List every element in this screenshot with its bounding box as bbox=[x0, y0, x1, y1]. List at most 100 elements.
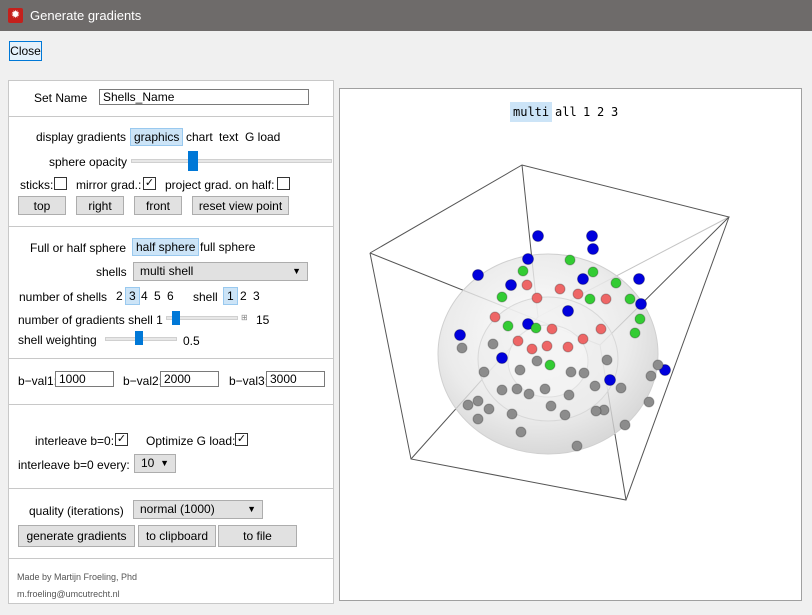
num-gradients-thumb[interactable] bbox=[172, 311, 180, 325]
num-shells-option-4[interactable]: 4 bbox=[141, 289, 148, 303]
sphere-opacity-slider[interactable] bbox=[131, 159, 332, 163]
num-shells-option-2[interactable]: 2 bbox=[116, 289, 123, 303]
to-file-button[interactable]: to file bbox=[218, 525, 297, 547]
sphere-option-half[interactable]: half sphere bbox=[132, 238, 200, 256]
gradient-point bbox=[564, 254, 576, 266]
bval2-input[interactable]: 2000 bbox=[160, 371, 219, 387]
bval1-input[interactable]: 1000 bbox=[55, 371, 114, 387]
divider bbox=[9, 226, 333, 227]
gradient-point bbox=[478, 366, 490, 378]
gradient-point bbox=[531, 355, 543, 367]
display-gradients-label: display gradients bbox=[36, 130, 127, 144]
divider bbox=[9, 558, 333, 559]
number-of-shells-label: number of shells bbox=[19, 290, 108, 304]
shells-label: shells bbox=[96, 265, 127, 279]
interleave-every-label: interleave b=0 every: bbox=[18, 458, 130, 472]
gradient-point bbox=[577, 333, 589, 345]
gradient-point bbox=[600, 293, 612, 305]
gradient-point bbox=[517, 265, 529, 277]
view-option-1[interactable]: 1 bbox=[583, 105, 591, 119]
display-option-chart[interactable]: chart bbox=[186, 130, 213, 144]
gradient-point bbox=[652, 359, 664, 371]
set-name-input[interactable]: Shells_Name bbox=[99, 89, 309, 105]
num-shells-option-5[interactable]: 5 bbox=[154, 289, 161, 303]
gradient-point bbox=[462, 399, 474, 411]
reset-view-button[interactable]: reset view point bbox=[192, 196, 289, 215]
quality-dropdown[interactable]: normal (1000) ▼ bbox=[133, 500, 263, 519]
view-option-3[interactable]: 3 bbox=[611, 105, 619, 119]
gradient-point bbox=[604, 374, 616, 386]
gradient-point bbox=[586, 230, 598, 242]
gradient-point bbox=[487, 338, 499, 350]
checkmark-icon: ✓ bbox=[116, 433, 127, 445]
display-option-g-load[interactable]: G load bbox=[245, 130, 281, 144]
gradient-viewport[interactable]: multi all 1 2 3 bbox=[339, 88, 802, 601]
num-shells-option-3[interactable]: 3 bbox=[125, 287, 140, 305]
gradient-point bbox=[643, 396, 655, 408]
right-view-button[interactable]: right bbox=[76, 196, 124, 215]
bval3-input[interactable]: 3000 bbox=[266, 371, 325, 387]
sphere-type-label: Full or half sphere bbox=[30, 241, 127, 255]
display-option-graphics[interactable]: graphics bbox=[130, 128, 184, 146]
shell-option-1[interactable]: 1 bbox=[223, 287, 238, 305]
interleave-checkbox[interactable]: ✓ bbox=[115, 433, 128, 446]
gradient-point bbox=[635, 298, 647, 310]
interleave-every-value: 10 bbox=[141, 456, 155, 470]
gradient-point bbox=[514, 364, 526, 376]
shell-option-2[interactable]: 2 bbox=[240, 289, 247, 303]
gradient-point bbox=[512, 335, 524, 347]
gradient-point bbox=[595, 323, 607, 335]
generate-gradients-button[interactable]: generate gradients bbox=[18, 525, 135, 547]
chevron-down-icon: ▼ bbox=[247, 504, 256, 514]
display-option-text[interactable]: text bbox=[219, 130, 239, 144]
chevron-down-icon: ▼ bbox=[160, 458, 169, 468]
gradient-point bbox=[511, 383, 523, 395]
bval1-label: b−val1: bbox=[18, 374, 58, 388]
sticks-checkbox[interactable] bbox=[54, 177, 67, 190]
gradient-point bbox=[454, 329, 466, 341]
project-checkbox[interactable] bbox=[277, 177, 290, 190]
gradient-point bbox=[615, 382, 627, 394]
num-gradients-value: 15 bbox=[256, 313, 270, 327]
gradient-point bbox=[496, 291, 508, 303]
gradient-point bbox=[505, 279, 517, 291]
gradient-point bbox=[590, 405, 602, 417]
top-view-button[interactable]: top bbox=[18, 196, 66, 215]
gradient-point bbox=[546, 323, 558, 335]
gradient-point bbox=[629, 327, 641, 339]
to-clipboard-button[interactable]: to clipboard bbox=[138, 525, 216, 547]
num-gradients-slider[interactable] bbox=[166, 316, 238, 320]
divider bbox=[9, 358, 333, 359]
shell-label: shell bbox=[193, 290, 218, 304]
gradient-point bbox=[521, 279, 533, 291]
expand-icon[interactable]: ⊞ bbox=[241, 313, 248, 322]
interleave-label: interleave b=0: bbox=[35, 434, 115, 448]
gradient-point bbox=[562, 341, 574, 353]
sphere-opacity-thumb[interactable] bbox=[188, 151, 198, 171]
num-shells-option-6[interactable]: 6 bbox=[167, 289, 174, 303]
view-option-all[interactable]: all bbox=[555, 105, 577, 119]
gradient-sphere-plot[interactable] bbox=[340, 89, 801, 600]
shells-dropdown[interactable]: multi shell ▼ bbox=[133, 262, 308, 281]
view-option-2[interactable]: 2 bbox=[597, 105, 605, 119]
gradient-point bbox=[506, 408, 518, 420]
interleave-every-dropdown[interactable]: 10 ▼ bbox=[134, 454, 176, 473]
front-view-button[interactable]: front bbox=[134, 196, 182, 215]
gradient-point bbox=[532, 230, 544, 242]
close-button[interactable]: Close bbox=[9, 41, 42, 61]
gradient-point bbox=[589, 380, 601, 392]
sphere-option-full[interactable]: full sphere bbox=[200, 240, 256, 254]
gradient-point bbox=[563, 389, 575, 401]
view-option-multi[interactable]: multi bbox=[510, 102, 553, 122]
shell-weighting-thumb[interactable] bbox=[135, 331, 143, 345]
checkmark-icon: ✓ bbox=[144, 177, 155, 189]
window-title: Generate gradients bbox=[30, 8, 142, 23]
sticks-label: sticks: bbox=[20, 178, 54, 192]
optimize-checkbox[interactable]: ✓ bbox=[235, 433, 248, 446]
mirror-checkbox[interactable]: ✓ bbox=[143, 177, 156, 190]
shell-option-3[interactable]: 3 bbox=[253, 289, 260, 303]
gradient-point bbox=[496, 384, 508, 396]
gradient-point bbox=[634, 313, 646, 325]
gradient-point bbox=[515, 426, 527, 438]
gear-icon: ✹ bbox=[8, 8, 23, 23]
